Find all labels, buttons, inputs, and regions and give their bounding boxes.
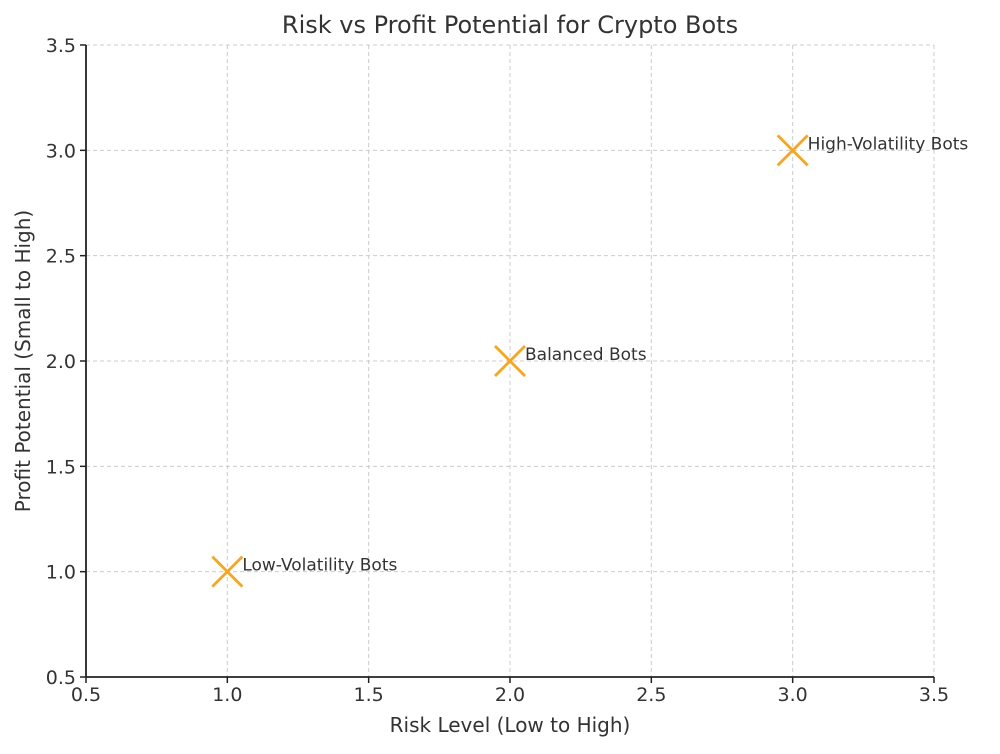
x-tick-label: 1.0 (212, 684, 242, 706)
x-tick-label: 3.5 (919, 684, 949, 706)
point-marker-stroke (776, 134, 809, 167)
point-marker-stroke (211, 555, 244, 588)
x-tick-label: 3.0 (778, 684, 808, 706)
y-tick-label: 0.5 (46, 667, 76, 689)
data-point: Balanced Bots (494, 345, 647, 377)
y-tick-label: 1.0 (46, 562, 76, 584)
x-tick-label: 2.5 (636, 684, 666, 706)
y-tick-label: 3.5 (46, 35, 76, 57)
y-tick-label: 2.0 (46, 351, 76, 373)
x-tick-label: 1.5 (354, 684, 384, 706)
point-label: Balanced Bots (525, 345, 647, 365)
y-axis-label: Profit Potential (Small to High) (11, 210, 35, 512)
data-point: Low-Volatility Bots (211, 555, 397, 588)
chart-title: Risk vs Profit Potential for Crypto Bots (282, 11, 738, 39)
point-label: Low-Volatility Bots (242, 556, 397, 576)
x-tick-label: 2.0 (495, 684, 525, 706)
y-tick-label: 1.5 (46, 456, 76, 478)
point-marker-stroke (494, 345, 526, 377)
x-axis-label: Risk Level (Low to High) (390, 713, 631, 737)
y-tick-label: 2.5 (46, 246, 76, 268)
point-label: High-Volatility Bots (808, 134, 969, 154)
data-points: Low-Volatility Bots Balanced Bots High-Vol… (211, 134, 969, 588)
ticks: 0.5 1.0 1.5 2.0 2.5 3.0 3.5 0.5 1.0 1.5 2.0 2.5 3.0 3… (46, 35, 949, 706)
data-point: High-Volatility Bots (776, 134, 969, 167)
y-tick-label: 3.0 (46, 140, 76, 162)
x-tick-label: 0.5 (71, 684, 101, 706)
